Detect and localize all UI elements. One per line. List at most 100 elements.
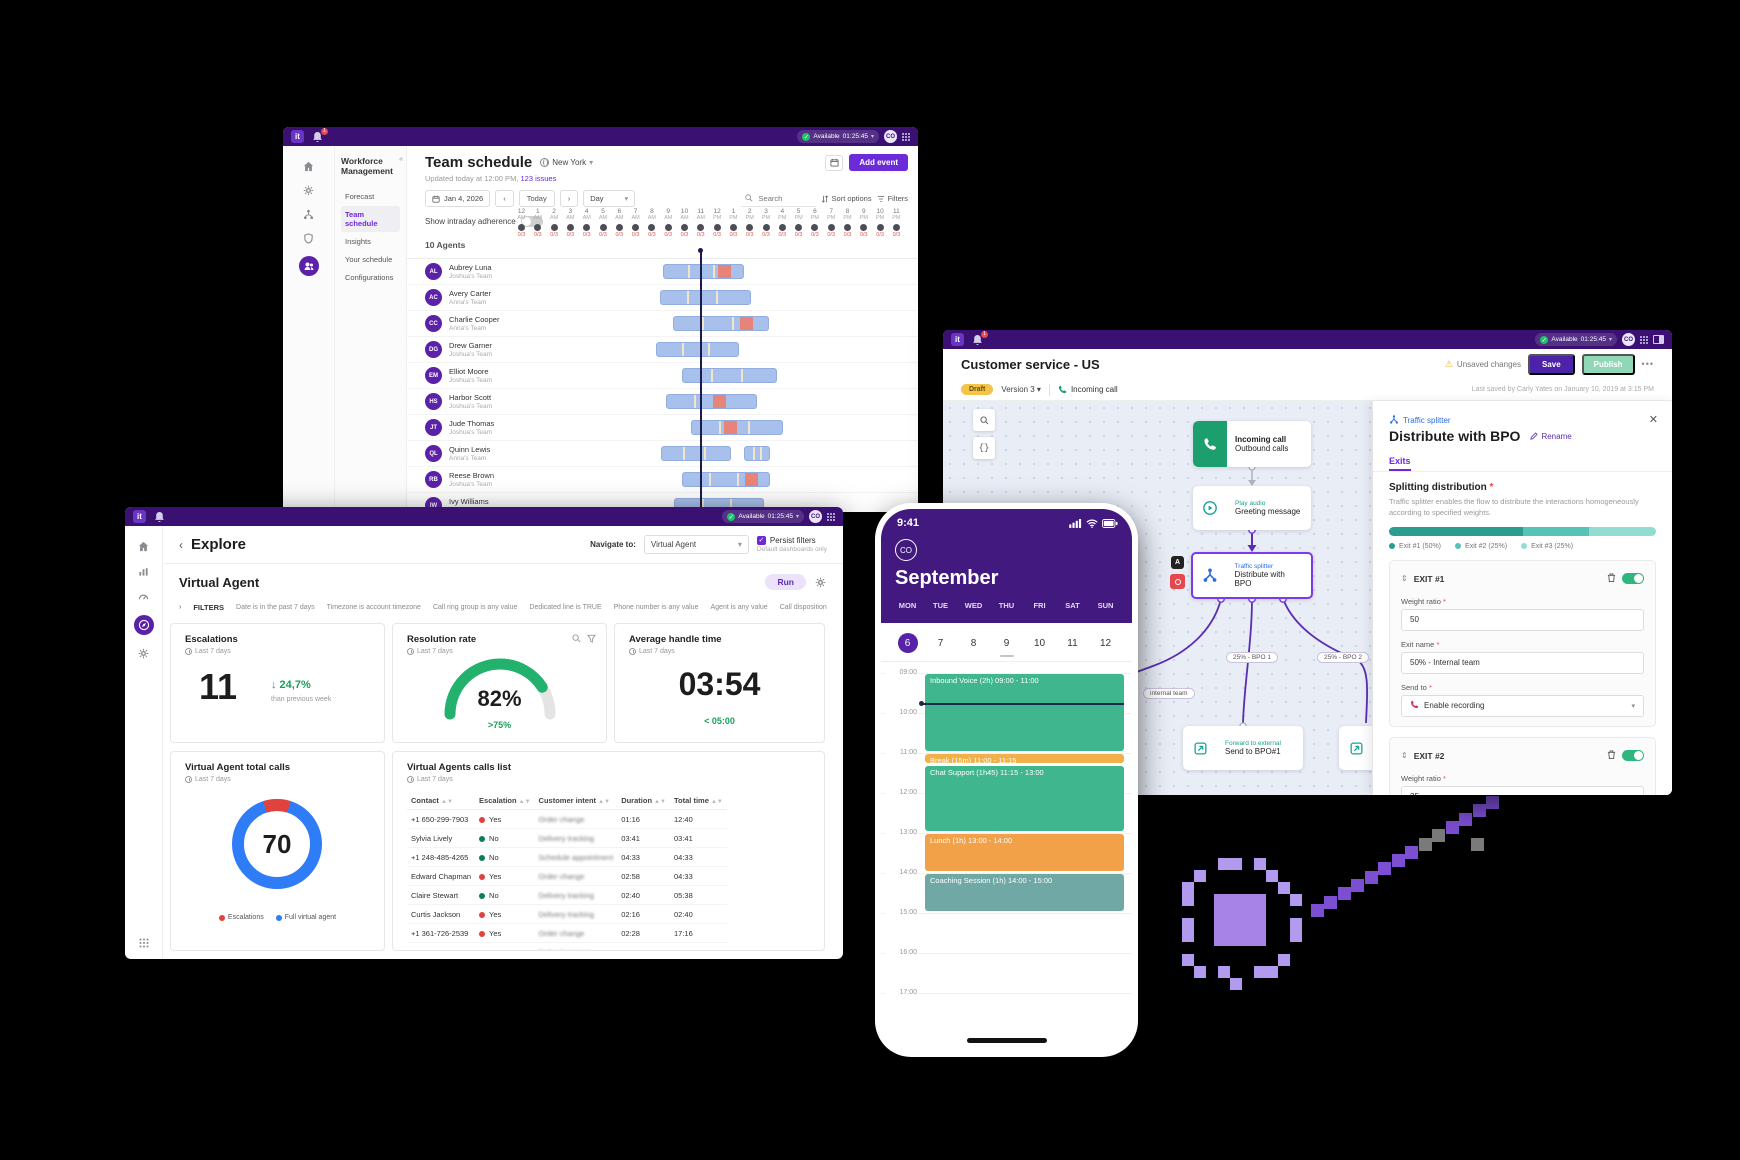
sidebar-item-team-schedule[interactable]: Team schedule	[341, 206, 400, 233]
shift-bar[interactable]	[666, 394, 758, 409]
play-audio-node[interactable]: Play audio Greeting message	[1193, 486, 1311, 530]
avatar[interactable]: CO	[884, 130, 897, 143]
filter-item[interactable]: Call disposition is any value	[779, 604, 827, 611]
filter-item[interactable]: Date is in the past 7 days	[236, 604, 315, 611]
app-logo[interactable]: it	[291, 130, 304, 143]
incoming-call-node[interactable]: Incoming call Outbound calls	[1193, 421, 1311, 467]
shift-bar[interactable]	[662, 264, 745, 279]
calendar-event[interactable]: Lunch (1h) 13:00 - 14:00	[925, 834, 1124, 871]
sidebar-item-forecast[interactable]: Forecast	[345, 192, 375, 202]
settings-icon[interactable]	[302, 184, 315, 197]
home-indicator[interactable]	[966, 1038, 1047, 1043]
shield-icon[interactable]	[302, 232, 315, 245]
weight-ratio-input[interactable]: 25	[1401, 785, 1644, 795]
search-icon[interactable]	[572, 634, 581, 643]
close-icon[interactable]: ✕	[1648, 414, 1658, 426]
filter-item[interactable]: Timezone is account timezone	[326, 604, 421, 611]
back-button[interactable]: ‹	[179, 537, 183, 552]
avatar[interactable]: CO	[809, 510, 822, 523]
dashboard-settings-icon[interactable]	[814, 576, 827, 589]
column-header[interactable]: Customer intent ▲▼	[534, 792, 618, 810]
calendar-view-button[interactable]	[825, 154, 844, 171]
apps-grid-icon[interactable]	[902, 132, 910, 141]
column-header[interactable]: Contact ▲▼	[407, 792, 476, 810]
apps-grid-icon[interactable]	[1640, 335, 1648, 344]
adherence-toggle[interactable]	[520, 216, 543, 227]
shift-bar[interactable]	[672, 316, 769, 331]
routing-icon[interactable]	[302, 208, 315, 221]
date-cell[interactable]: 11	[1067, 637, 1078, 649]
exit-enabled-toggle[interactable]	[1622, 750, 1644, 762]
date-picker[interactable]: Jan 4, 2026	[425, 190, 491, 207]
calendar-event[interactable]: Coaching Session (1h) 14:00 - 15:00	[925, 874, 1124, 911]
filter-item[interactable]: Agent is any value	[710, 604, 768, 611]
schedule-search[interactable]	[740, 191, 816, 207]
send-to-select[interactable]: Enable recording ▾	[1401, 694, 1644, 717]
waffle-menu-icon[interactable]	[137, 936, 150, 949]
date-cell[interactable]: 8	[970, 637, 977, 649]
agent-status-pill[interactable]: ✓ Available 01:25:45 ▾	[1535, 333, 1617, 346]
trash-icon[interactable]	[1607, 570, 1616, 588]
date-cell[interactable]: 9	[990, 629, 1023, 657]
sidebar-item-your-schedule[interactable]: Your schedule	[345, 255, 393, 265]
side-panel-icon[interactable]	[1653, 335, 1664, 344]
calendar-event[interactable]: Inbound Voice (2h) 09:00 - 11:00	[925, 674, 1124, 751]
date-cell[interactable]: 6	[891, 629, 924, 657]
shift-bar[interactable]	[682, 368, 777, 383]
shift-bar[interactable]	[656, 342, 740, 357]
navigate-to-select[interactable]: Virtual Agent ▾	[643, 535, 749, 554]
reports-icon[interactable]	[137, 565, 150, 578]
app-logo[interactable]: it	[133, 510, 146, 523]
filter-icon[interactable]	[587, 634, 596, 643]
filter-item[interactable]: Call ring group is any value	[432, 604, 518, 611]
search-input[interactable]	[756, 192, 812, 204]
table-row[interactable]: +1 361-726-2539 Yes Order change 02:28 17:16	[407, 923, 727, 943]
channel-tab[interactable]: Incoming call	[1058, 385, 1118, 394]
filter-item[interactable]: Phone number is any value	[613, 604, 699, 611]
drag-handle-icon[interactable]: ⇕	[1401, 751, 1408, 761]
workforce-icon[interactable]	[298, 256, 319, 276]
date-cell[interactable]: 10	[1033, 637, 1046, 649]
calendar-event[interactable]: Break (15m) 11:00 - 11:15	[925, 754, 1124, 763]
notifications-bell-icon[interactable]	[154, 511, 166, 523]
shift-bar[interactable]	[744, 446, 771, 461]
explore-compass-icon[interactable]	[133, 615, 154, 635]
tab-exits[interactable]: Exits	[1389, 456, 1411, 471]
sidebar-item-insights[interactable]: Insights	[345, 237, 371, 247]
notifications-bell-icon[interactable]: 1	[312, 127, 328, 143]
code-view-button[interactable]: {}	[973, 437, 995, 459]
next-day-button[interactable]: ›	[559, 190, 579, 207]
agent-status-pill[interactable]: ✓ Available 01:25:45 ▾	[797, 130, 879, 143]
run-button[interactable]: Run	[765, 574, 806, 590]
table-row[interactable]: Sylvia Lively No Delivery tracking 03:41 03:…	[407, 828, 727, 848]
record-badge[interactable]	[1170, 574, 1185, 589]
view-select[interactable]: Day ▾	[583, 190, 636, 207]
sidebar-item-configurations[interactable]: Configurations	[345, 273, 394, 283]
prev-day-button[interactable]: ‹	[495, 190, 514, 207]
location-selector[interactable]: New York ▾	[540, 158, 593, 167]
apps-grid-icon[interactable]	[827, 512, 835, 521]
date-cell[interactable]: 12	[1099, 637, 1112, 649]
shift-bar[interactable]	[690, 420, 784, 435]
app-logo[interactable]: it	[951, 333, 964, 346]
exit-enabled-toggle[interactable]	[1622, 573, 1644, 585]
table-row[interactable]: Edward Chapman Yes Order change 02:58 04:33	[407, 866, 727, 886]
table-row[interactable]: +1 917-438-4738NoRefund request01:3601:3…	[407, 942, 727, 950]
table-row[interactable]: +1 650-299-7903 Yes Order change 01:16 12:40	[407, 809, 727, 829]
filters-button[interactable]: Filters	[877, 194, 908, 203]
filter-item[interactable]: Dedicated line is TRUE	[529, 604, 602, 611]
exit-name-input[interactable]: 50% - Internal team	[1401, 651, 1644, 674]
publish-button[interactable]: Publish	[1581, 353, 1635, 375]
avatar[interactable]: CO	[895, 539, 917, 561]
issues-link[interactable]: 123 issues	[520, 174, 557, 183]
forward-external-node[interactable]: Forward to external Send to BPO#1	[1183, 726, 1303, 770]
traffic-splitter-node[interactable]: Traffic splitter Distribute with BPO	[1191, 552, 1313, 599]
canvas-search-button[interactable]	[973, 409, 995, 431]
calendar-event[interactable]: Chat Support (1h45) 11:15 - 13:00	[925, 766, 1124, 831]
table-row[interactable]: +1 248-485-4265 No Schedule appointment 04:…	[407, 847, 727, 867]
column-header[interactable]: Total time ▲▼	[670, 792, 727, 810]
notifications-bell-icon[interactable]: 1	[972, 330, 988, 346]
agent-status-pill[interactable]: ✓ Available 01:25:45 ▾	[722, 510, 804, 523]
shift-bar[interactable]	[682, 472, 771, 487]
shift-bar[interactable]	[661, 446, 732, 461]
